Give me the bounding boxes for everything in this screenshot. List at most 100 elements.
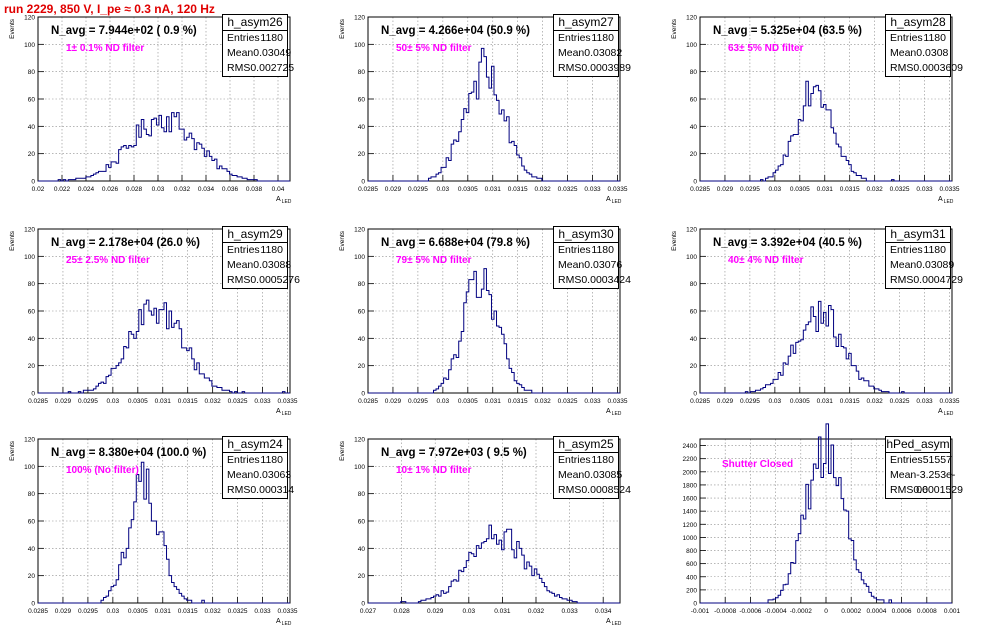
x-tick-label: -0.001 [691, 608, 710, 615]
x-tick-label: 0.0325 [558, 398, 578, 405]
stats-value: 0.002725 [250, 62, 295, 74]
stats-key: RMS [227, 62, 251, 74]
x-tick-label: 0.0335 [278, 608, 298, 615]
y-tick-label: 120 [24, 437, 35, 444]
y-tick-label: 2200 [683, 456, 698, 463]
stats-value: 0.0008524 [581, 484, 631, 496]
stats-key: RMS [227, 484, 251, 496]
stats-value: 0.03076 [584, 259, 623, 271]
stats-value: 1180 [591, 32, 614, 44]
histogram-pad-h_asym31: 0.0285 0.029 0.0295 0.03 0.0305 0.031 0.0315 0.… [671, 226, 963, 417]
histogram-pad-h_asym27: 0.0285 0.029 0.0295 0.03 0.0305 0.031 0.0315 0.… [339, 14, 631, 205]
y-tick-label: 40 [358, 546, 366, 553]
y-tick-label: 40 [690, 336, 698, 343]
x-tick-label: 0.0325 [228, 398, 248, 405]
stats-row-rms: RMS 0.0001529 [886, 483, 963, 498]
stats-row-rms: RMS 0.0004729 [886, 273, 963, 288]
x-tick-label: 0.0006 [892, 608, 912, 615]
stats-row-entries: Entries 1180 [223, 31, 287, 46]
x-tick-label: 0.024 [78, 186, 95, 193]
stats-key: Entries [890, 244, 923, 256]
x-tick-label: 0.029 [427, 608, 444, 615]
x-tick-label: 0.032 [535, 398, 552, 405]
y-tick-label: 80 [28, 69, 36, 76]
y-axis-title: Events [9, 18, 16, 39]
y-tick-label: 100 [686, 254, 697, 261]
x-tick-label: 0.0002 [841, 608, 861, 615]
stats-value: 0.0001529 [913, 484, 963, 496]
plot-frame [367, 16, 621, 182]
x-tick-label: 0.027 [360, 608, 377, 615]
x-axis-title: ALED [606, 408, 622, 417]
y-tick-label: 1400 [683, 509, 698, 516]
navg-label: N_avg = 4.266e+04 (50.9 %) [381, 25, 530, 37]
x-tick-label: 0.032 [528, 608, 545, 615]
filter-note: 10± 1% ND filter [396, 465, 472, 476]
stats-value: 0.0005276 [250, 274, 300, 286]
x-tick-label: 0.0295 [78, 398, 98, 405]
stats-box: h_asym25 Entries 1180 Mean 0.03085 RMS 0.00085… [553, 436, 631, 499]
y-tick-label: 0 [693, 601, 697, 608]
x-tick-label: 0.0285 [28, 398, 48, 405]
stats-value: -3.253e-06 [916, 469, 956, 496]
plot-frame [699, 228, 953, 394]
x-tick-label: 0.0325 [558, 186, 578, 193]
histogram-plot: 0.0285 0.029 0.0295 0.03 0.0305 0.031 0.0315 0.… [339, 227, 628, 418]
stats-key: Mean [558, 259, 585, 271]
y-tick-label: 40 [28, 336, 36, 343]
x-tick-label: 0.036 [222, 186, 239, 193]
x-axis-title: ALED [276, 196, 292, 205]
x-tick-label: 0.032 [867, 398, 884, 405]
y-tick-label: 40 [28, 546, 36, 553]
stats-key: RMS [558, 484, 582, 496]
y-tick-label: 0 [693, 391, 697, 398]
y-tick-label: 200 [686, 587, 697, 594]
x-tick-label: 0.031 [485, 186, 502, 193]
histogram-line [368, 524, 620, 604]
stats-row-mean: Mean 0.03088 [223, 258, 291, 273]
x-tick-label: 0.0285 [690, 186, 710, 193]
stats-box: h_asym24 Entries 1180 Mean 0.03063 RMS 0.00031… [222, 436, 294, 499]
x-tick-label: 0.02 [32, 186, 45, 193]
histogram-line [38, 112, 290, 182]
x-tick-label: 0.031 [485, 398, 502, 405]
stats-key: Mean [890, 259, 917, 271]
x-tick-label: -0.0006 [739, 608, 761, 615]
x-axis-title: ALED [938, 196, 954, 205]
stats-value: 51557 [922, 454, 952, 466]
x-tick-label: 0.0335 [608, 186, 628, 193]
stats-row-rms: RMS 0.002725 [223, 61, 294, 76]
stats-title: h_asym25 [554, 437, 618, 453]
x-tick-label: 0.028 [393, 608, 410, 615]
y-tick-label: 80 [358, 281, 366, 288]
stats-key: RMS [558, 62, 582, 74]
stats-key: Mean [227, 259, 254, 271]
stats-box: h_asym31 Entries 1180 Mean 0.03089 RMS 0.00047… [885, 226, 963, 289]
y-tick-label: 0 [31, 391, 35, 398]
x-tick-label: 0.0335 [940, 186, 960, 193]
stats-value: 0.0004729 [913, 274, 963, 286]
stats-row-rms: RMS 0.0003989 [554, 61, 631, 76]
x-tick-label: 0.03 [769, 398, 782, 405]
y-tick-label: 80 [358, 491, 366, 498]
stats-row-rms: RMS 0.0003424 [554, 273, 631, 288]
histogram-plot: 0.0285 0.029 0.0295 0.03 0.0305 0.031 0.0315 0.… [671, 227, 960, 418]
x-tick-label: 0.03 [769, 186, 782, 193]
y-tick-label: 0 [31, 601, 35, 608]
filter-note: 1± 0.1% ND filter [66, 43, 145, 54]
stats-value: 0.03089 [916, 259, 955, 271]
y-tick-label: 100 [24, 42, 35, 49]
stats-title: hPed_asym [886, 437, 950, 453]
x-tick-label: 0.029 [55, 608, 72, 615]
x-tick-label: 0.032 [205, 398, 222, 405]
stats-row-entries: Entries 1180 [554, 453, 618, 468]
stats-value: 0.03063 [253, 469, 292, 481]
x-tick-label: 0.032 [535, 186, 552, 193]
x-axis-title: ALED [276, 408, 292, 417]
x-tick-label: 0.04 [272, 186, 285, 193]
y-tick-label: 100 [24, 464, 35, 471]
stats-key: Mean [558, 47, 585, 59]
x-tick-label: 0.033 [584, 398, 601, 405]
y-tick-label: 20 [28, 363, 36, 370]
filter-note: 50± 5% ND filter [396, 43, 472, 54]
